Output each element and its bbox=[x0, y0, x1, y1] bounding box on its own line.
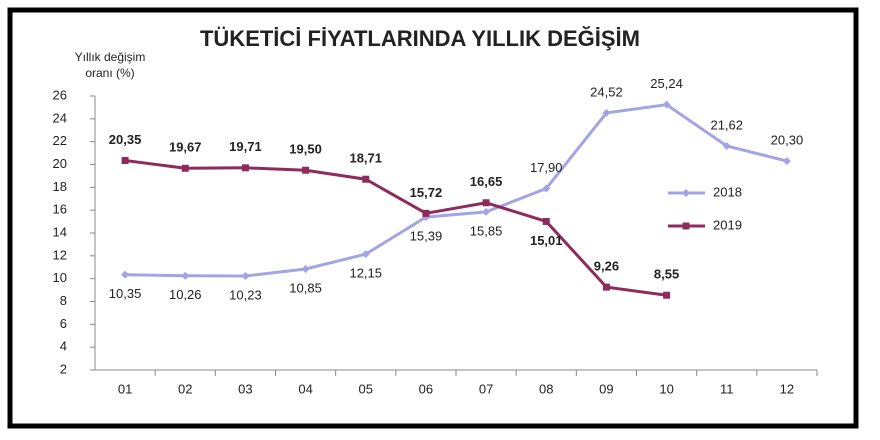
y-tick-label: 16 bbox=[53, 202, 67, 217]
y-tick-label: 18 bbox=[53, 179, 67, 194]
x-tick-label: 11 bbox=[720, 381, 734, 396]
marker bbox=[662, 100, 671, 109]
data-label: 17,90 bbox=[530, 160, 563, 175]
x-tick-label: 04 bbox=[298, 381, 312, 396]
marker bbox=[301, 264, 310, 273]
marker bbox=[422, 209, 430, 217]
data-label: 19,50 bbox=[289, 142, 322, 157]
data-label: 10,26 bbox=[169, 287, 202, 302]
data-label: 10,23 bbox=[229, 287, 262, 302]
data-label: 19,67 bbox=[169, 140, 202, 155]
data-label: 25,24 bbox=[650, 76, 683, 91]
x-tick-label: 09 bbox=[599, 381, 613, 396]
y-tick-label: 26 bbox=[53, 87, 67, 102]
marker bbox=[722, 142, 731, 151]
y-tick-label: 20 bbox=[53, 156, 67, 171]
y-axis-label: oranı (%) bbox=[85, 66, 134, 80]
data-label: 8,55 bbox=[654, 267, 679, 282]
x-tick-label: 10 bbox=[659, 381, 673, 396]
marker bbox=[181, 271, 190, 280]
marker bbox=[542, 217, 550, 225]
legend-label: 2019 bbox=[713, 217, 742, 232]
data-label: 10,85 bbox=[289, 280, 322, 295]
marker bbox=[602, 108, 611, 117]
y-tick-label: 14 bbox=[53, 224, 67, 239]
data-label: 19,71 bbox=[229, 139, 262, 154]
x-tick-label: 06 bbox=[419, 381, 433, 396]
x-tick-label: 08 bbox=[539, 381, 553, 396]
data-label: 15,72 bbox=[410, 185, 443, 200]
marker bbox=[181, 164, 189, 172]
data-label: 21,62 bbox=[710, 117, 743, 132]
y-tick-label: 10 bbox=[53, 270, 67, 285]
y-tick-label: 8 bbox=[60, 293, 67, 308]
y-tick-label: 4 bbox=[60, 339, 67, 354]
series-line bbox=[125, 103, 788, 278]
y-tick-label: 2 bbox=[60, 361, 67, 376]
marker bbox=[241, 164, 249, 172]
data-label: 20,30 bbox=[771, 133, 804, 148]
legend-marker bbox=[682, 222, 690, 230]
data-label: 18,71 bbox=[349, 151, 382, 166]
marker bbox=[121, 270, 130, 279]
y-axis-label: Yıllık değişim bbox=[75, 50, 146, 64]
data-label: 20,35 bbox=[109, 132, 142, 147]
marker bbox=[782, 157, 791, 166]
data-label: 15,39 bbox=[410, 229, 443, 244]
y-tick-label: 6 bbox=[60, 316, 67, 331]
data-label: 10,35 bbox=[109, 286, 142, 301]
series-line bbox=[124, 159, 667, 297]
y-tick-label: 22 bbox=[53, 133, 67, 148]
x-tick-label: 05 bbox=[359, 381, 373, 396]
y-tick-label: 24 bbox=[53, 110, 67, 125]
marker bbox=[542, 184, 551, 193]
data-label: 16,65 bbox=[470, 174, 503, 189]
x-tick-label: 01 bbox=[118, 381, 132, 396]
marker bbox=[482, 207, 491, 216]
data-label: 24,52 bbox=[590, 84, 623, 99]
marker bbox=[241, 272, 250, 281]
marker bbox=[482, 199, 490, 207]
data-label: 12,15 bbox=[349, 266, 382, 281]
x-tick-label: 03 bbox=[238, 381, 252, 396]
x-tick-label: 12 bbox=[780, 381, 794, 396]
marker bbox=[602, 283, 610, 291]
chart-title: TÜKETİCİ FİYATLARINDA YILLIK DEĞİŞİM bbox=[200, 26, 640, 51]
marker bbox=[663, 291, 671, 299]
x-tick-label: 07 bbox=[479, 381, 493, 396]
marker bbox=[121, 157, 129, 165]
data-label: 15,01 bbox=[530, 233, 563, 248]
data-label: 15,85 bbox=[470, 223, 503, 238]
marker bbox=[361, 250, 370, 259]
y-tick-label: 12 bbox=[53, 247, 67, 262]
data-label: 9,26 bbox=[594, 259, 619, 274]
marker bbox=[362, 175, 370, 183]
x-tick-label: 02 bbox=[178, 381, 192, 396]
legend-label: 2018 bbox=[713, 184, 742, 199]
marker bbox=[302, 166, 310, 174]
legend-marker bbox=[682, 189, 690, 197]
